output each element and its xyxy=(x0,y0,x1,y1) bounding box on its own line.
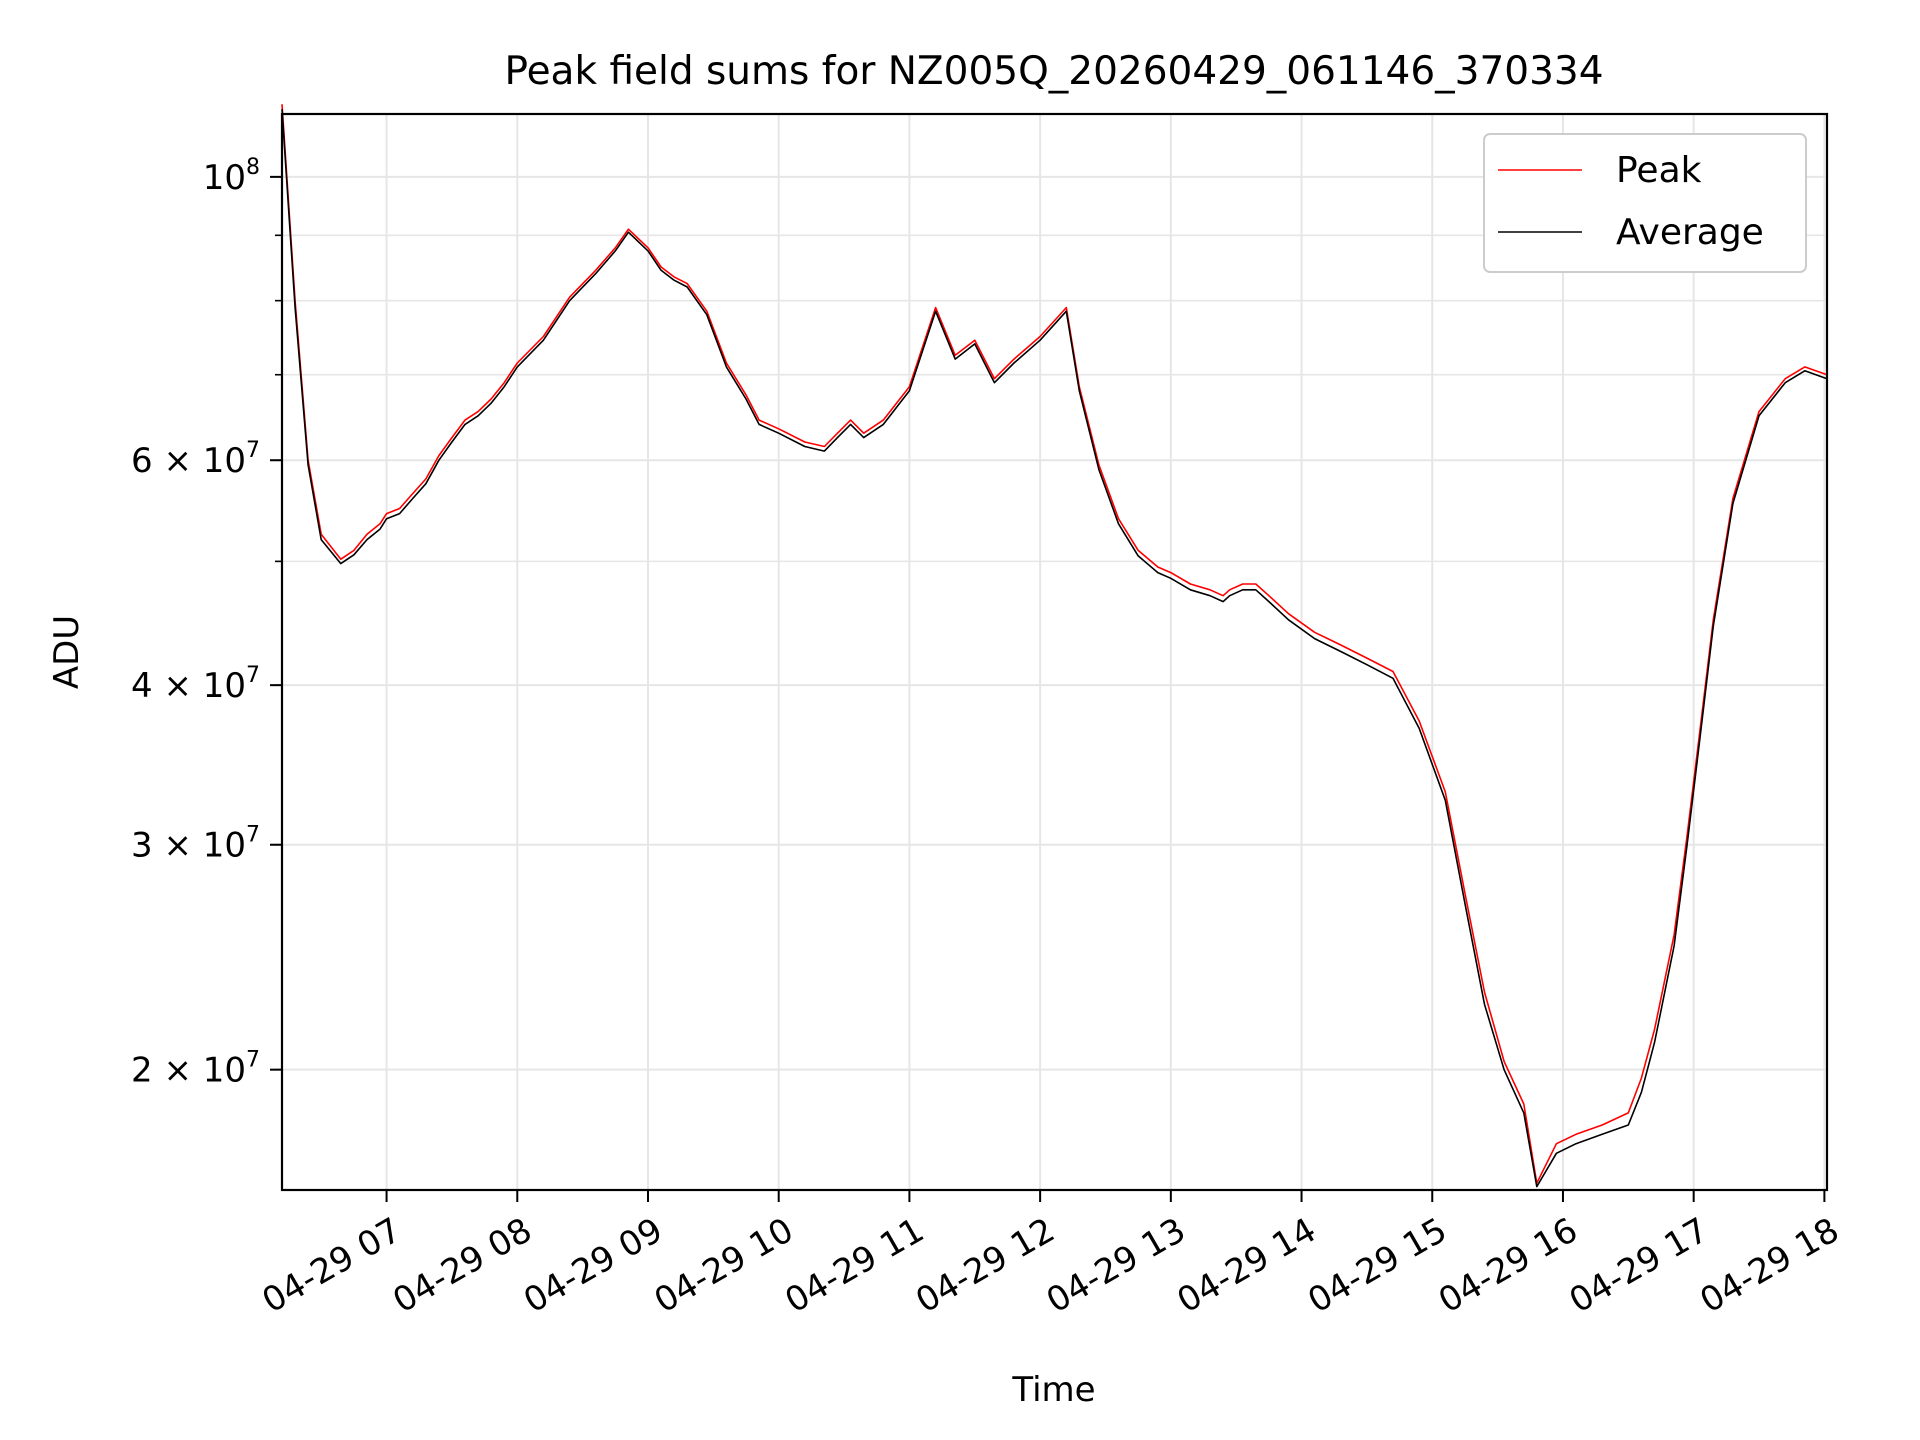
y-tick-label: 2 × 107 xyxy=(131,1048,260,1091)
plot-frame xyxy=(280,112,1829,1192)
x-axis-label: Time xyxy=(1011,1370,1095,1410)
chart-title: Peak field sums for NZ005Q_20260429_0611… xyxy=(504,49,1603,94)
y-tick-label: 108 xyxy=(203,155,260,198)
legend: Peak Average xyxy=(1483,133,1807,273)
y-tick-label: 6 × 107 xyxy=(131,438,260,481)
legend-box xyxy=(1483,133,1807,273)
legend-average-label: Average xyxy=(1616,212,1764,253)
y-tick-label: 4 × 107 xyxy=(131,663,260,706)
series-layer xyxy=(281,104,1828,1188)
y-tick-label: 3 × 107 xyxy=(131,823,260,866)
series-line-average xyxy=(281,109,1828,1188)
grid xyxy=(282,114,1827,1190)
series-line-peak xyxy=(281,104,1828,1184)
y-axis-label: ADU xyxy=(47,615,87,689)
legend-peak-label: Peak xyxy=(1616,150,1702,191)
y-axis: 108 6 × 107 4 × 107 3 × 107 2 × 107 xyxy=(131,155,282,1091)
